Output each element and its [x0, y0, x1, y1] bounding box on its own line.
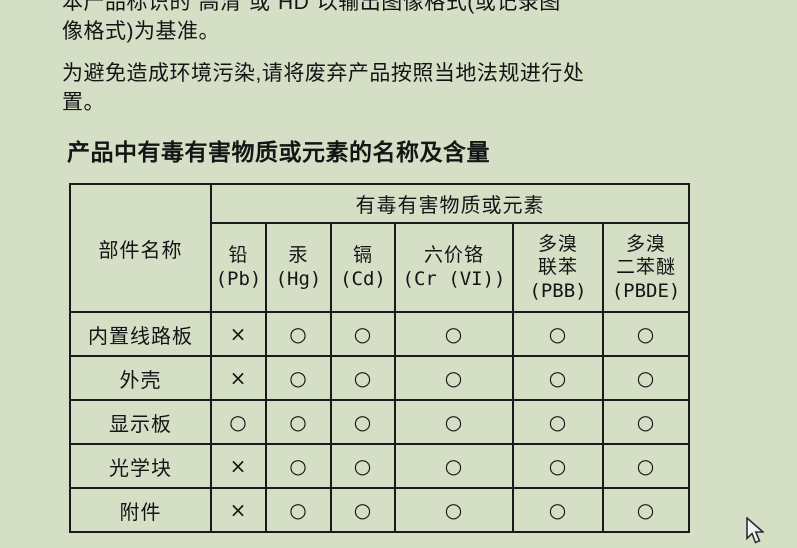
value-cell: ○ — [394, 311, 514, 357]
value-cell: ○ — [265, 443, 332, 489]
value-cell: ○ — [265, 355, 332, 401]
paragraph-disposal-note: 为避免造成环境污染,请将废弃产品按照当地法规进行处 置。 — [62, 59, 584, 117]
column-header-pbde: 多溴 二苯醚 (PBDE) — [601, 222, 691, 313]
table-title: 产品中有毒有害物质或元素的名称及含量 — [67, 139, 490, 165]
hazardous-substances-table: 部件名称 有毒有害物质或元素 铅 (Pb) 汞 (Hg) 镉 (Cd) 六价铬 — [69, 183, 691, 533]
substance-name: 多溴 — [537, 233, 578, 255]
value-cell: × — [210, 487, 267, 533]
substance-symbol: (Cd) — [340, 268, 386, 290]
value-cell: × — [210, 311, 267, 357]
substance-name: 二苯醚 — [616, 256, 677, 278]
value-cell: ○ — [512, 443, 604, 489]
value-cell: ○ — [512, 399, 604, 445]
table-row: 光学块 × ○ ○ ○ ○ ○ — [69, 443, 691, 489]
value-cell: ○ — [512, 355, 604, 401]
column-header-mercury: 汞 (Hg) — [265, 222, 332, 313]
substance-symbol: (Pb) — [215, 268, 262, 290]
value-cell: ○ — [330, 399, 396, 445]
part-name-cell: 光学块 — [69, 443, 212, 489]
value-cell: ○ — [394, 399, 514, 445]
column-header-cadmium: 镉 (Cd) — [330, 222, 396, 313]
paragraph-line: 像格式)为基准。 — [62, 20, 220, 43]
value-cell: ○ — [210, 399, 267, 445]
value-cell: ○ — [601, 487, 691, 533]
arrow-pointer-icon — [746, 517, 764, 544]
table-row: 附件 × ○ ○ ○ ○ ○ — [69, 487, 691, 533]
value-cell: ○ — [512, 311, 604, 357]
column-header-pbb: 多溴 联苯 (PBB) — [512, 222, 604, 313]
value-cell: ○ — [330, 311, 396, 357]
value-cell: ○ — [265, 311, 332, 357]
substance-symbol: (Cr (VI)) — [402, 268, 506, 290]
substance-name: 铅 — [228, 245, 249, 266]
substance-name: 联苯 — [537, 256, 578, 278]
column-header-hexavalent-chromium: 六价铬 (Cr (VI)) — [394, 222, 514, 313]
value-cell: ○ — [512, 487, 604, 533]
table-row: 外壳 × ○ ○ ○ ○ ○ — [69, 355, 691, 401]
substance-name: 镉 — [352, 245, 373, 266]
part-name-cell: 附件 — [69, 487, 212, 533]
substance-symbol: (PBB) — [529, 279, 587, 302]
value-cell: ○ — [265, 399, 332, 445]
table-row: 显示板 ○ ○ ○ ○ ○ ○ — [69, 399, 691, 445]
value-cell: ○ — [601, 311, 691, 357]
value-cell: ○ — [394, 487, 514, 533]
part-name-cell: 外壳 — [69, 355, 212, 401]
substance-name: 六价铬 — [423, 245, 484, 266]
part-name-cell: 显示板 — [69, 399, 212, 445]
column-header-part-name: 部件名称 — [69, 183, 212, 313]
value-cell: ○ — [394, 443, 514, 489]
value-cell: ○ — [330, 443, 396, 489]
paragraph-line: 为避免造成环境污染,请将废弃产品按照当地法规进行处 — [62, 62, 585, 85]
value-cell: ○ — [601, 443, 691, 489]
value-cell: ○ — [330, 487, 396, 533]
paragraph-line: 本产品标识的“高清”或“HD”以输出图像格式(或记录图 — [62, 0, 561, 14]
value-cell: ○ — [601, 399, 691, 445]
value-cell: × — [210, 443, 267, 489]
value-cell: ○ — [265, 487, 332, 533]
part-name-cell: 内置线路板 — [69, 311, 212, 357]
value-cell: ○ — [394, 355, 514, 401]
substance-name: 多溴 — [626, 233, 667, 255]
value-cell: × — [210, 355, 267, 401]
column-header-substances-group: 有毒有害物质或元素 — [209, 183, 691, 224]
substance-name: 汞 — [288, 245, 309, 266]
column-header-lead: 铅 (Pb) — [210, 222, 267, 313]
paragraph-hd-format-note: 本产品标识的“高清”或“HD”以输出图像格式(或记录图 像格式)为基准。 — [62, 0, 561, 46]
value-cell: ○ — [330, 355, 396, 401]
substance-symbol: (Hg) — [275, 268, 322, 290]
table-row: 内置线路板 × ○ ○ ○ ○ ○ — [69, 311, 691, 357]
value-cell: ○ — [601, 355, 691, 401]
paragraph-line: 置。 — [62, 91, 105, 114]
substance-symbol: (PBDE) — [611, 279, 681, 302]
